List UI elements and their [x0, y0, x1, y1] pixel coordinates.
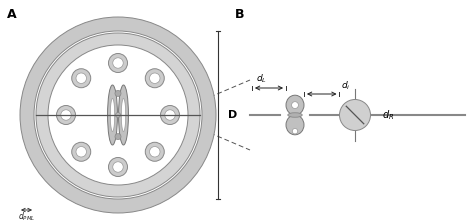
Text: $d_{PML}$: $d_{PML}$ — [18, 211, 36, 223]
Circle shape — [113, 58, 123, 68]
Circle shape — [48, 45, 188, 185]
Circle shape — [76, 73, 86, 83]
Ellipse shape — [286, 95, 304, 115]
Circle shape — [292, 102, 299, 109]
Text: $D_i$: $D_i$ — [125, 125, 134, 138]
Text: $t$: $t$ — [146, 134, 151, 145]
Ellipse shape — [121, 99, 126, 132]
Text: $d_L$: $d_L$ — [256, 72, 267, 85]
Text: D: D — [228, 110, 237, 120]
Circle shape — [161, 105, 180, 124]
Circle shape — [113, 162, 123, 172]
Ellipse shape — [286, 115, 304, 135]
Circle shape — [115, 90, 121, 96]
Circle shape — [149, 73, 160, 83]
Circle shape — [72, 142, 91, 161]
Circle shape — [72, 69, 91, 88]
Circle shape — [109, 157, 128, 176]
Circle shape — [115, 134, 121, 140]
Ellipse shape — [118, 85, 128, 145]
Circle shape — [109, 54, 128, 72]
Text: A: A — [7, 8, 17, 21]
Circle shape — [56, 105, 75, 124]
Circle shape — [165, 110, 175, 120]
Circle shape — [145, 142, 164, 161]
Circle shape — [61, 110, 71, 120]
Ellipse shape — [110, 99, 115, 132]
Text: $d_2$: $d_2$ — [113, 86, 123, 99]
Circle shape — [76, 147, 86, 157]
Circle shape — [20, 17, 216, 213]
Text: $d_1$: $d_1$ — [88, 109, 98, 121]
Circle shape — [116, 113, 120, 118]
Circle shape — [145, 69, 164, 88]
Ellipse shape — [108, 85, 118, 145]
Circle shape — [339, 99, 371, 130]
Circle shape — [149, 147, 160, 157]
Circle shape — [34, 31, 202, 199]
Text: $d_R$: $d_R$ — [383, 108, 395, 122]
Text: $d_i$: $d_i$ — [341, 80, 351, 92]
Circle shape — [292, 128, 298, 134]
Circle shape — [36, 33, 200, 197]
Text: B: B — [235, 8, 245, 21]
Ellipse shape — [288, 113, 302, 117]
